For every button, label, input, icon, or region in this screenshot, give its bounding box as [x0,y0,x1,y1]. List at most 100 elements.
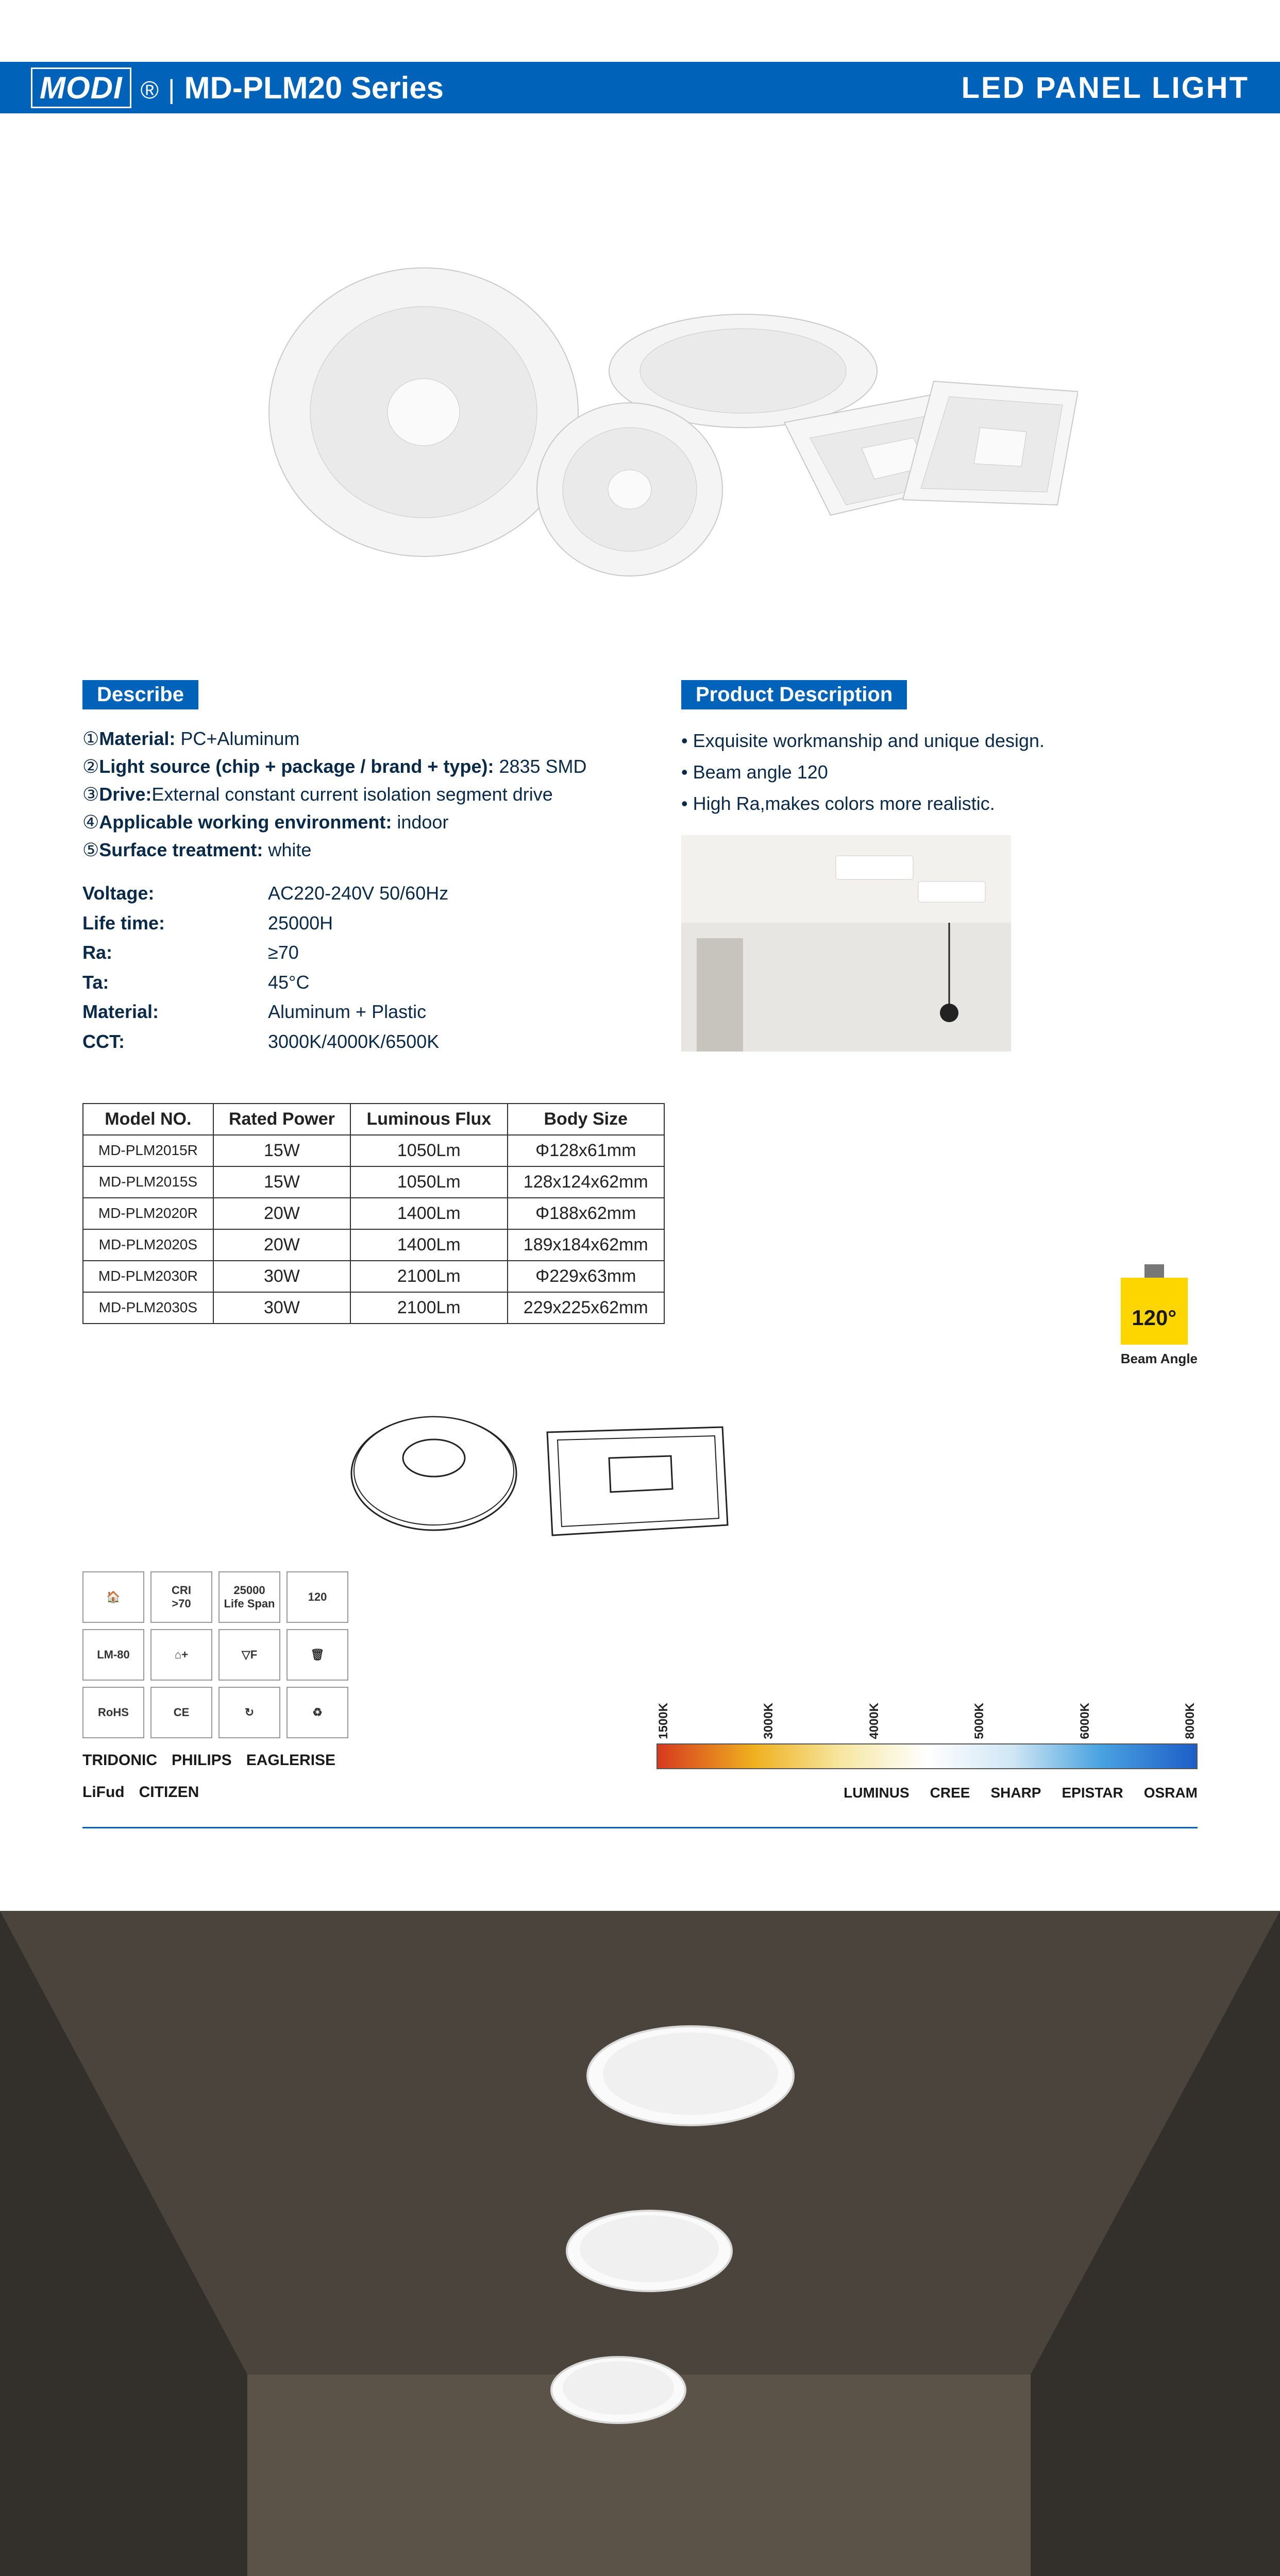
blue-divider [82,1827,1198,1828]
table-row: MD-PLM2015R15W1050LmΦ128x61mm [83,1135,664,1166]
describe-tag: Describe [82,680,198,709]
cert-icon: 🗑 [287,1629,348,1681]
table-cell: 30W [213,1261,350,1292]
table-cell: MD-PLM2015R [83,1135,213,1166]
cct-scale: 1500K3000K4000K5000K6000K8000K LUMINUSCR… [656,1703,1198,1801]
table-cell: MD-PLM2030R [83,1261,213,1292]
cert-icon: ↻ [218,1687,280,1738]
table-cell: 2100Lm [350,1261,507,1292]
table-row: MD-PLM2015S15W1050Lm128x124x62mm [83,1166,664,1198]
table-cell: 128x124x62mm [508,1166,665,1198]
beam-angle-icon: 120° [1121,1278,1188,1345]
cct-label: 1500K [656,1703,671,1739]
product-desc-bullet: • Exquisite workmanship and unique desig… [681,725,1198,756]
cert-icon: ♻ [287,1687,348,1738]
cert-icon: 120 [287,1571,348,1623]
cert-grid: 🏠CRI >7025000 Life Span120 LM-80⌂+▽F🗑 RoHS… [82,1571,371,1738]
cert-icon: CE [150,1687,212,1738]
table-cell: MD-PLM2030S [83,1292,213,1324]
table-header: Rated Power [213,1104,350,1135]
cert-icon: RoHS [82,1687,144,1738]
chip-brand-logos: LUMINUS CREE SHARP EPISTAR OSRAM [656,1785,1198,1801]
table-cell: Φ229x63mm [508,1261,665,1292]
table-cell: 30W [213,1292,350,1324]
driver-brand-logo: LiFud [82,1784,125,1801]
describe-column: Describe ①Material: PC+Aluminum②Light so… [82,680,599,1057]
table-header: Luminous Flux [350,1104,507,1135]
cert-icon: CRI >70 [150,1571,212,1623]
cert-icon: 25000 Life Span [218,1571,280,1623]
cct-label: 6000K [1078,1703,1092,1739]
cct-label: 3000K [762,1703,776,1739]
spec-row: Ta:45°C [82,968,599,997]
hero-image [0,113,1280,680]
driver-brand-logo: PHILIPS [172,1752,232,1769]
table-header: Model NO. [83,1104,213,1135]
describe-line: ⑤Surface treatment: white [82,836,599,864]
lifestyle-photo [0,1911,1280,2576]
describe-line: ②Light source (chip + package / brand + … [82,753,599,781]
spec-row: Ra:≥70 [82,938,599,968]
cert-icon: ⌂+ [150,1629,212,1681]
table-cell: MD-PLM2020R [83,1198,213,1229]
brand-block: MODI ® | MD-PLM20 Series [31,67,444,108]
table-cell: 15W [213,1166,350,1198]
beam-angle-block: 120° Beam Angle [1121,1278,1198,1367]
spec-row: Voltage:AC220-240V 50/60Hz [82,878,599,908]
table-cell: 229x225x62mm [508,1292,665,1324]
product-desc-column: Product Description • Exquisite workmans… [681,680,1198,1057]
driver-brand-logos: TRIDONIC PHILIPS EAGLERISE LiFud CITIZEN [82,1752,371,1801]
table-cell: 2100Lm [350,1292,507,1324]
chip-brand-logo: SHARP [990,1785,1041,1801]
cct-label: 4000K [867,1703,882,1739]
chip-brand-logo: EPISTAR [1062,1785,1123,1801]
product-desc-bullet: • Beam angle 120 [681,756,1198,788]
table-header: Body Size [508,1104,665,1135]
table-cell: 1050Lm [350,1135,507,1166]
spec-row: CCT:3000K/4000K/6500K [82,1027,599,1057]
room-photo [681,835,1011,1052]
driver-brand-logo: CITIZEN [139,1784,199,1801]
model-table-wrap: Model NO.Rated PowerLuminous FluxBody Si… [0,1103,1280,1324]
cct-label: 8000K [1183,1703,1198,1739]
table-row: MD-PLM2020R20W1400LmΦ188x62mm [83,1198,664,1229]
cert-left: 🏠CRI >7025000 Life Span120 LM-80⌂+▽F🗑 RoHS… [82,1571,371,1801]
chip-brand-logo: OSRAM [1144,1785,1198,1801]
table-cell: MD-PLM2020S [83,1229,213,1261]
series-title: MD-PLM20 Series [184,70,444,106]
spec-row: Material:Aluminum + Plastic [82,997,599,1027]
table-cell: 20W [213,1198,350,1229]
describe-line: ①Material: PC+Aluminum [82,725,599,753]
spec-row: Life time:25000H [82,908,599,938]
cert-icon: 🏠 [82,1571,144,1623]
table-cell: Φ188x62mm [508,1198,665,1229]
brand-logo: MODI [31,67,131,108]
chip-brand-logo: CREE [930,1785,970,1801]
cct-labels: 1500K3000K4000K5000K6000K8000K [656,1703,1198,1739]
chip-brand-logo: LUMINUS [844,1785,910,1801]
table-cell: 15W [213,1135,350,1166]
table-cell: MD-PLM2015S [83,1166,213,1198]
driver-brand-logo: EAGLERISE [246,1752,335,1769]
describe-line: ③Drive:External constant current isolati… [82,781,599,808]
table-row: MD-PLM2020S20W1400Lm189x184x62mm [83,1229,664,1261]
table-cell: 1400Lm [350,1229,507,1261]
table-row: MD-PLM2030S30W2100Lm229x225x62mm [83,1292,664,1324]
describe-line: ④Applicable working environment: indoor [82,808,599,836]
cct-gradient-bar [656,1743,1198,1769]
outline-drawings [0,1396,1280,1551]
beam-angle-label: Beam Angle [1121,1351,1198,1367]
table-cell: Φ128x61mm [508,1135,665,1166]
table-cell: 1400Lm [350,1198,507,1229]
product-desc-tag: Product Description [681,680,907,709]
cert-icon: ▽F [218,1629,280,1681]
cert-icon: LM-80 [82,1629,144,1681]
table-cell: 189x184x62mm [508,1229,665,1261]
product-type: LED PANEL LIGHT [962,71,1249,105]
driver-brand-logo: TRIDONIC [82,1752,157,1769]
table-cell: 20W [213,1229,350,1261]
product-desc-bullet: • High Ra,makes colors more realistic. [681,788,1198,819]
table-row: MD-PLM2030R30W2100LmΦ229x63mm [83,1261,664,1292]
table-cell: 1050Lm [350,1166,507,1198]
model-table: Model NO.Rated PowerLuminous FluxBody Si… [82,1103,665,1324]
